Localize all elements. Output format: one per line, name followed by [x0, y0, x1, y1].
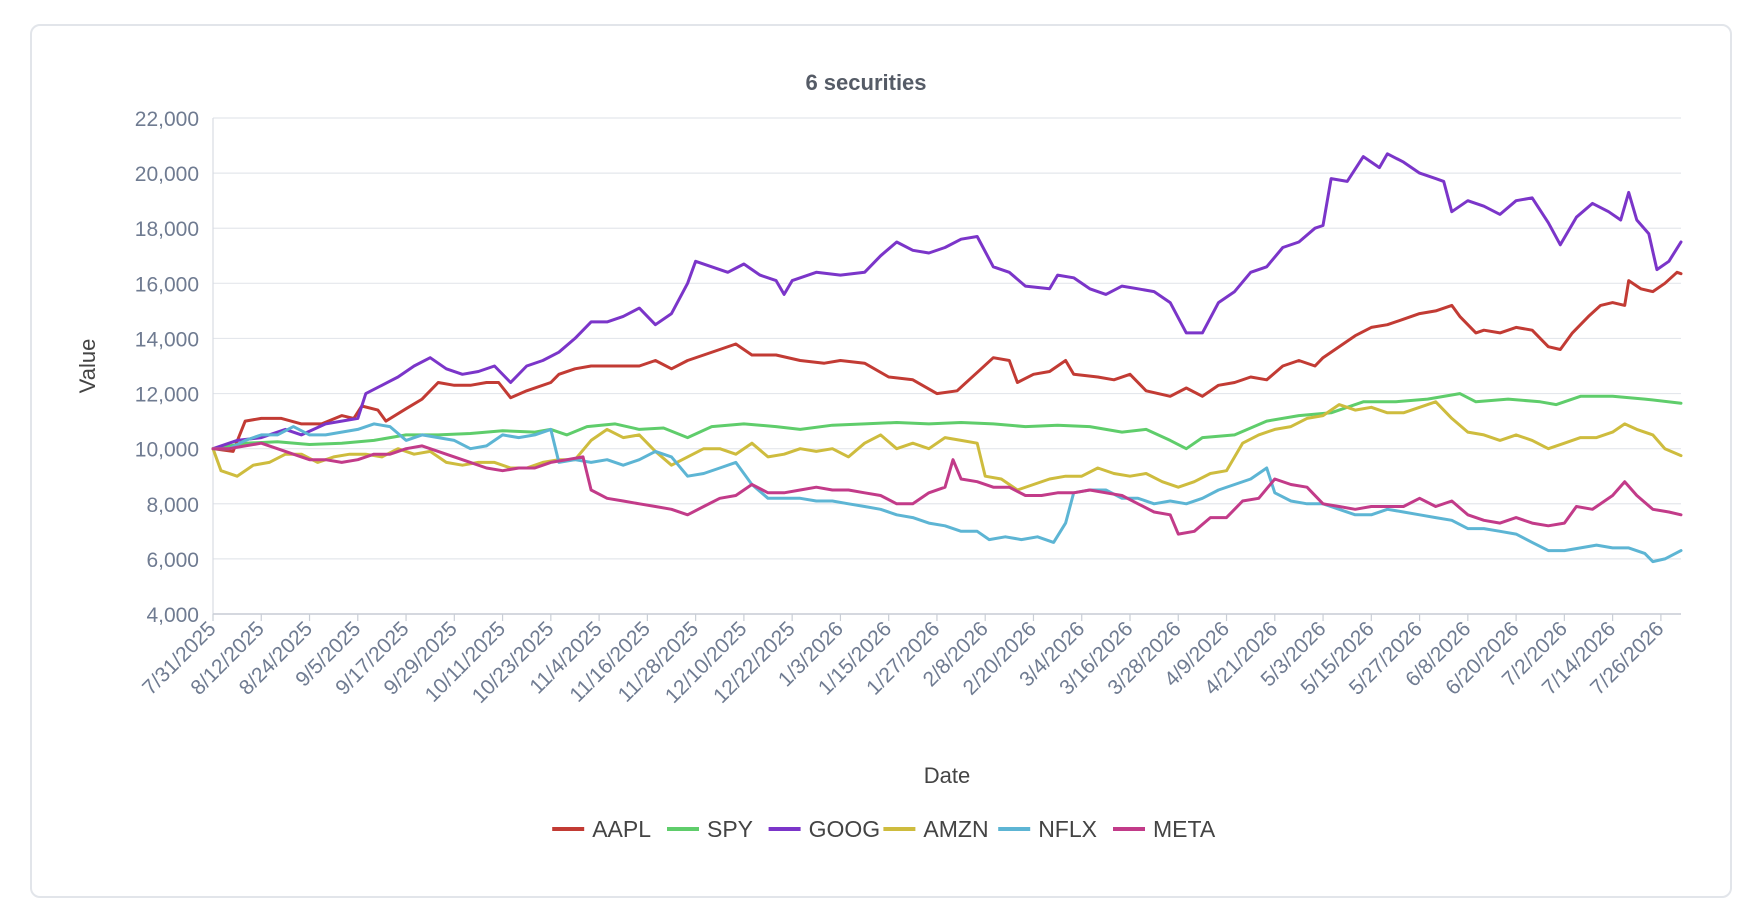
- y-tick-label: 12,000: [135, 384, 199, 407]
- y-tick-label: 8,000: [146, 494, 199, 517]
- legend-item-meta[interactable]: META: [1113, 816, 1216, 842]
- legend-label: GOOG: [809, 816, 881, 842]
- y-tick-label: 16,000: [135, 273, 199, 296]
- chart-title: 6 securities: [805, 70, 926, 95]
- series-line-aapl: [211, 270, 1683, 453]
- y-tick-label: 14,000: [135, 328, 199, 351]
- legend-item-amzn[interactable]: AMZN: [883, 816, 989, 842]
- legend-item-goog[interactable]: GOOG: [768, 816, 881, 842]
- x-axis-ticks: 7/31/20258/12/20258/24/20259/5/20259/17/…: [138, 614, 1668, 708]
- legend-label: AAPL: [592, 816, 651, 842]
- legend-item-aapl[interactable]: AAPL: [552, 816, 651, 842]
- legend: AAPL SPY GOOG AMZN NFLX META: [552, 816, 1216, 842]
- y-axis-ticks: 4,000 6,000 8,000 10,000 12,000 14,000 16,000 1…: [135, 108, 199, 627]
- y-tick-label: 10,000: [135, 439, 199, 462]
- series-line-nflx: [211, 422, 1683, 564]
- gridlines: [212, 117, 1681, 615]
- y-tick-label: 18,000: [135, 218, 199, 241]
- legend-item-nflx[interactable]: NFLX: [998, 816, 1097, 842]
- legend-label: META: [1153, 816, 1216, 842]
- y-tick-label: 6,000: [146, 549, 199, 572]
- y-tick-label: 20,000: [135, 163, 199, 186]
- series-line-goog: [211, 152, 1683, 451]
- legend-label: AMZN: [923, 816, 988, 842]
- series-line-spy: [211, 392, 1683, 451]
- y-axis-title: Value: [75, 339, 100, 394]
- x-axis-title: Date: [924, 763, 970, 788]
- series-line-meta: [211, 441, 1683, 536]
- series-line-amzn: [211, 400, 1683, 492]
- legend-label: NFLX: [1038, 816, 1097, 842]
- y-tick-label: 4,000: [146, 604, 199, 627]
- legend-label: SPY: [707, 816, 753, 842]
- series-lines: [211, 152, 1683, 564]
- legend-item-spy[interactable]: SPY: [667, 816, 753, 842]
- y-tick-label: 22,000: [135, 108, 199, 131]
